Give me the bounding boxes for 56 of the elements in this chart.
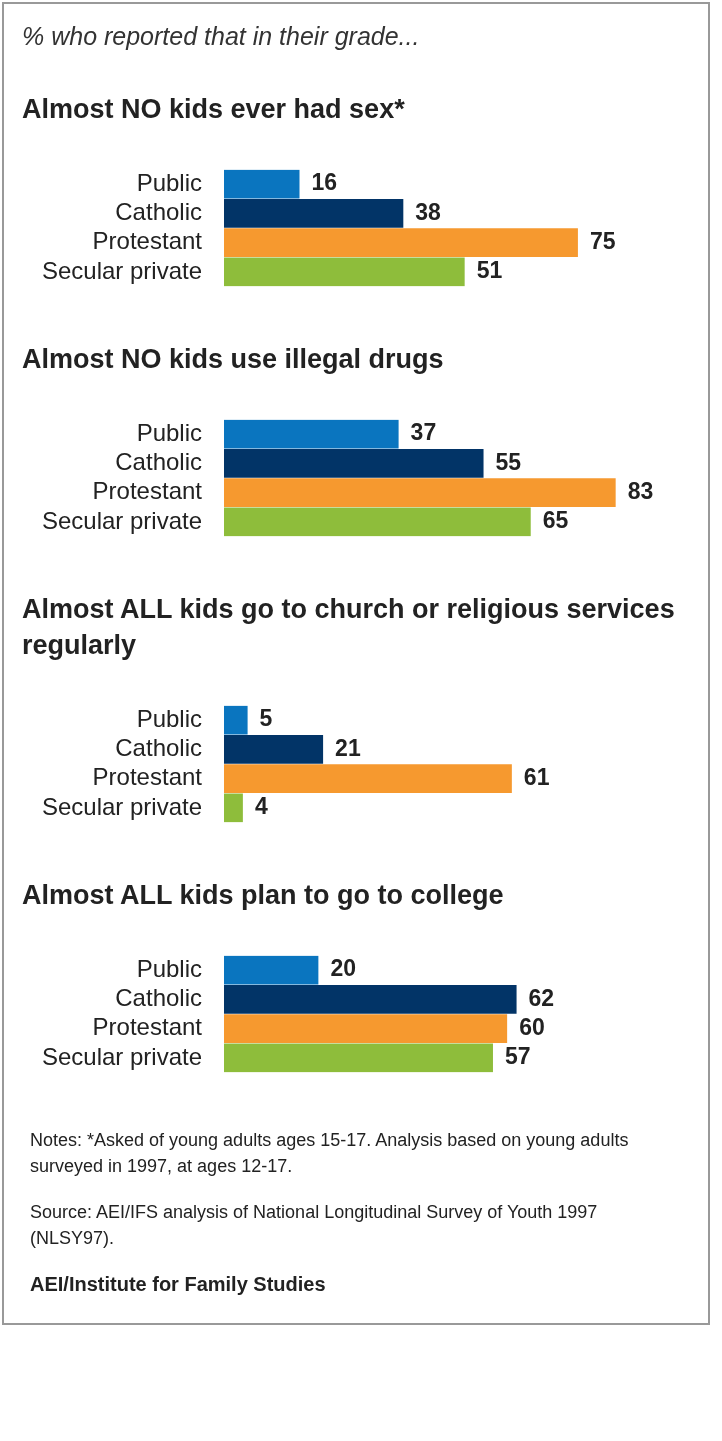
bar (224, 507, 531, 537)
bar (224, 198, 404, 228)
bar (224, 1014, 508, 1044)
chart-title: Almost ALL kids go to church or religious services regularly (22, 593, 676, 662)
text: Notes: *Asked of young adults ages 15-17. Analysis based on young adults surveyed in 1997, at ages 12-17. (30, 1129, 630, 1178)
data-label: 57 (504, 1043, 531, 1070)
data-label: 4 (254, 793, 268, 820)
y-tick-label: Secular private (41, 792, 202, 820)
bar (224, 169, 300, 199)
data-label: 65 (542, 507, 569, 534)
data-label: 55 (495, 448, 522, 475)
chart-title: Almost NO kids use illegal drugs (22, 343, 445, 376)
data-label: 83 (627, 477, 654, 504)
bar (224, 419, 399, 449)
bar (224, 984, 517, 1014)
y-tick-label: Protestant (92, 1013, 203, 1041)
y-tick-label: Public (136, 168, 202, 196)
y-tick-label: Public (136, 954, 202, 982)
bar (224, 764, 512, 794)
data-label: 51 (476, 257, 503, 284)
bar (224, 955, 319, 985)
source-note: Source: AEI/IFS analysis of National Longitudinal Survey of Youth 1997 (NLSY97). (30, 1201, 599, 1250)
y-tick-label: Secular private (41, 256, 202, 284)
y-tick-label: Secular private (41, 506, 202, 534)
data-label: 38 (415, 198, 442, 225)
bar (224, 257, 465, 287)
y-tick-label: Secular private (41, 1042, 202, 1070)
data-label: 62 (528, 984, 555, 1011)
data-label: 37 (410, 419, 437, 446)
bar (224, 793, 243, 823)
y-tick-label: Catholic (115, 733, 202, 761)
data-label: 60 (519, 1013, 545, 1040)
y-tick-label: Protestant (92, 227, 203, 255)
data-label: 75 (589, 227, 616, 254)
bar (224, 1043, 493, 1073)
y-tick-label: Public (136, 418, 202, 446)
data-label: 61 (523, 763, 550, 790)
chart-title: Almost NO kids ever had sex* (22, 93, 406, 126)
data-label: 20 (330, 955, 356, 982)
data-label: 5 (259, 705, 273, 732)
data-label: 16 (311, 169, 338, 196)
chart-subtitle: % who reported that in their grade... (22, 22, 421, 51)
y-tick-label: Protestant (92, 763, 203, 791)
y-tick-label: Catholic (115, 197, 202, 225)
y-tick-label: Protestant (92, 477, 203, 505)
bar (224, 448, 484, 478)
chart-title: Almost ALL kids plan to go to college (22, 879, 505, 912)
y-tick-label: Catholic (115, 983, 202, 1011)
data-label: 21 (335, 734, 361, 761)
text: AEI/Institute for Family Studies (30, 1272, 327, 1297)
y-tick-label: Public (136, 704, 202, 732)
bar (224, 705, 248, 735)
bar (224, 734, 324, 764)
bar (224, 478, 616, 508)
y-tick-label: Catholic (115, 447, 202, 475)
bar (224, 228, 578, 258)
